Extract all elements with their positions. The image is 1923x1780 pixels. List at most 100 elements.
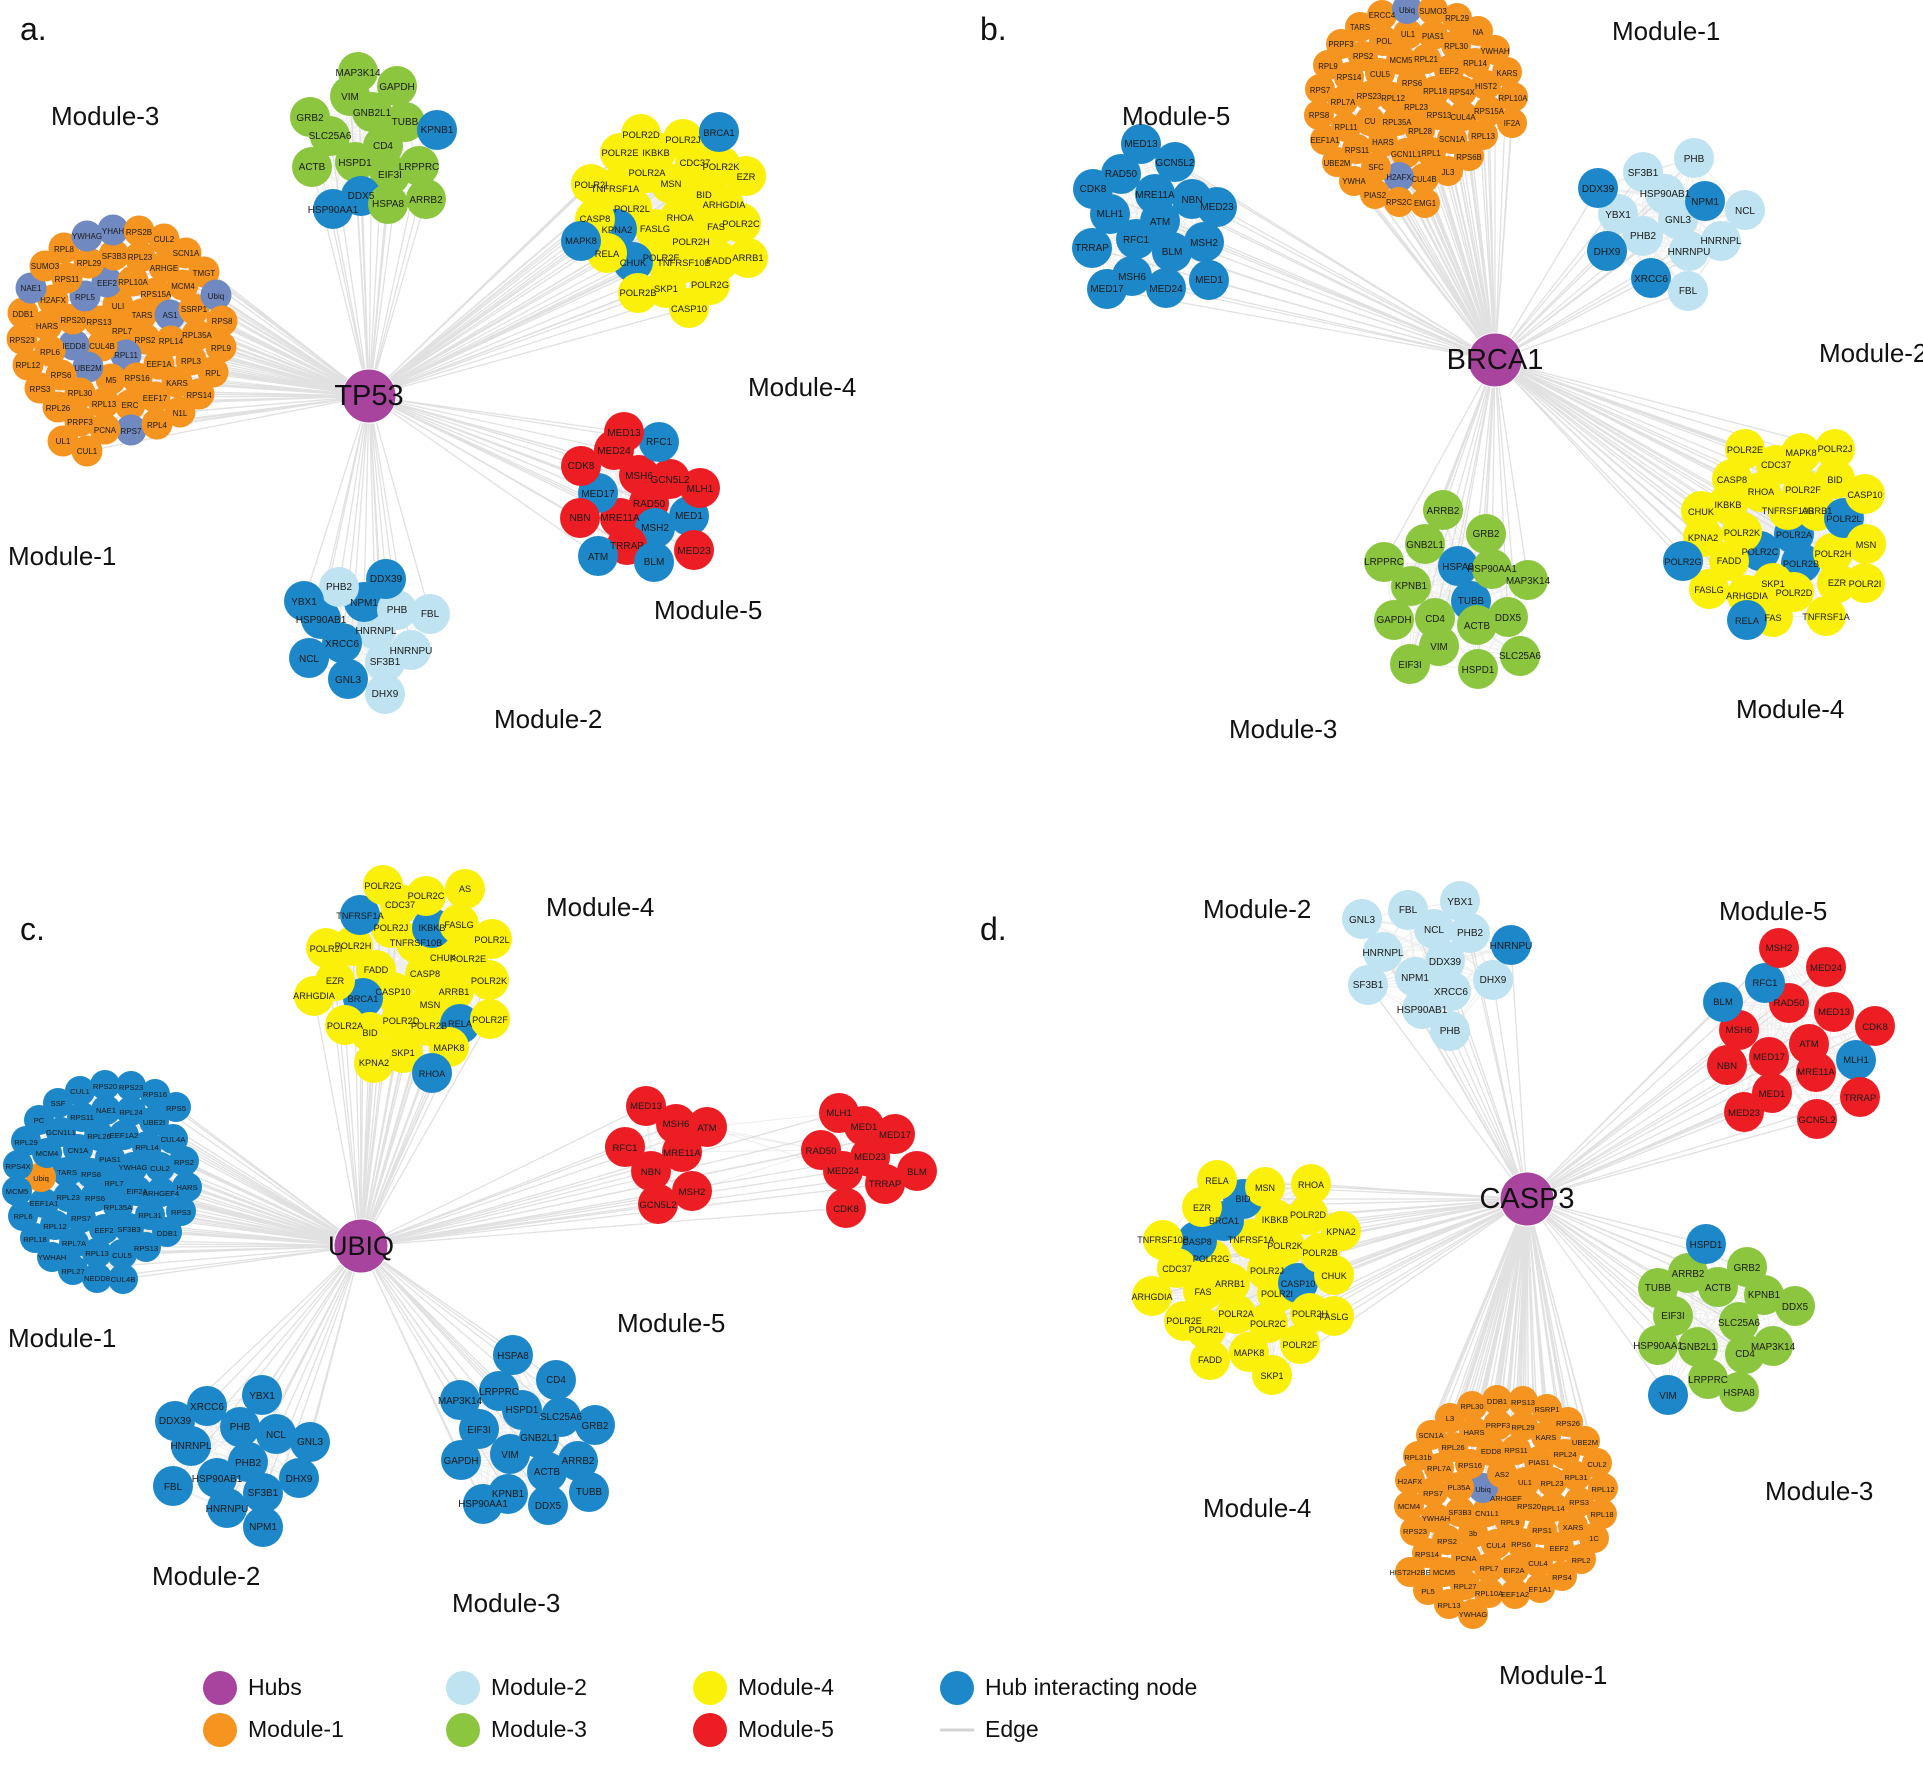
svg-text:GRB2: GRB2: [1734, 1263, 1761, 1274]
svg-text:XRCC6: XRCC6: [190, 1402, 224, 1413]
svg-text:POLR2E: POLR2E: [602, 147, 639, 158]
svg-text:RPS13: RPS13: [134, 1244, 158, 1253]
svg-text:CASP8: CASP8: [580, 213, 611, 224]
svg-text:BLM: BLM: [644, 557, 665, 568]
svg-text:RPL6: RPL6: [40, 348, 61, 357]
svg-text:CASP8: CASP8: [1717, 475, 1747, 485]
svg-text:RPL12: RPL12: [1591, 1485, 1614, 1494]
svg-text:PHB2: PHB2: [1630, 231, 1657, 242]
svg-text:TRRAP: TRRAP: [1075, 243, 1109, 254]
svg-text:MED24: MED24: [1149, 284, 1183, 295]
svg-text:KPNB1: KPNB1: [421, 125, 454, 136]
svg-text:POLR2C: POLR2C: [408, 891, 445, 901]
svg-text:Module-4: Module-4: [738, 1674, 834, 1700]
svg-text:RELA: RELA: [1735, 616, 1760, 626]
svg-text:NPM1: NPM1: [1401, 973, 1429, 984]
svg-text:XRCC6: XRCC6: [325, 639, 359, 650]
svg-text:CD4: CD4: [373, 141, 393, 152]
svg-text:RPL13: RPL13: [1437, 1601, 1460, 1610]
svg-text:NBN: NBN: [641, 1167, 661, 1178]
svg-text:ARHGE: ARHGE: [150, 264, 178, 273]
svg-text:VIM: VIM: [1430, 642, 1447, 653]
svg-text:CDC37: CDC37: [1162, 1264, 1192, 1274]
svg-text:TMGT: TMGT: [193, 269, 216, 278]
svg-text:MLH1: MLH1: [826, 1108, 852, 1119]
svg-text:RFC1: RFC1: [612, 1143, 637, 1154]
svg-text:RPL23: RPL23: [1540, 1479, 1563, 1488]
svg-text:SSRP1: SSRP1: [181, 305, 208, 314]
svg-text:MED24: MED24: [1810, 963, 1843, 974]
svg-text:GCN1L1: GCN1L1: [1391, 150, 1421, 159]
svg-text:RPS4: RPS4: [1552, 1573, 1572, 1582]
svg-text:RPL5: RPL5: [75, 293, 96, 302]
svg-text:RPS14: RPS14: [186, 391, 212, 400]
svg-text:CUL5: CUL5: [112, 1251, 132, 1260]
svg-text:GCN5L2: GCN5L2: [1798, 1115, 1835, 1126]
svg-text:MCM5: MCM5: [1390, 56, 1414, 65]
svg-text:GNL3: GNL3: [297, 1437, 324, 1448]
svg-text:CHUK: CHUK: [1688, 507, 1715, 517]
svg-text:MSN: MSN: [661, 178, 682, 189]
svg-text:PIAS1: PIAS1: [1422, 32, 1444, 41]
svg-text:BID: BID: [1827, 475, 1843, 485]
svg-text:Module-1: Module-1: [8, 1323, 116, 1353]
svg-text:POLR2F: POLR2F: [1282, 1340, 1318, 1350]
svg-text:EEF1A: EEF1A: [146, 360, 172, 369]
svg-text:POLR2C: POLR2C: [1250, 1319, 1287, 1329]
svg-text:b.: b.: [980, 11, 1007, 47]
svg-text:MSH6: MSH6: [1118, 272, 1146, 283]
svg-text:SCN1A: SCN1A: [173, 249, 200, 258]
svg-text:N1L: N1L: [173, 409, 188, 418]
svg-text:TUBB: TUBB: [1645, 1283, 1672, 1294]
svg-text:RPL7: RPL7: [1480, 1564, 1499, 1573]
svg-text:ATM: ATM: [588, 552, 608, 563]
svg-text:RPS16: RPS16: [143, 1090, 167, 1099]
svg-text:CUL2: CUL2: [1587, 1460, 1606, 1469]
svg-text:RPL29: RPL29: [77, 259, 102, 268]
svg-text:Module-2: Module-2: [491, 1674, 587, 1700]
svg-text:DDB1: DDB1: [1487, 1397, 1507, 1406]
svg-text:RPS2B: RPS2B: [126, 228, 152, 237]
svg-text:MSN: MSN: [420, 1000, 440, 1010]
svg-text:RPL28: RPL28: [1408, 127, 1432, 136]
svg-text:CN1L1: CN1L1: [1475, 1509, 1499, 1518]
svg-text:RPS8: RPS8: [212, 317, 233, 326]
svg-text:HNRNPU: HNRNPU: [390, 646, 433, 657]
svg-text:DHX9: DHX9: [1594, 247, 1621, 258]
svg-text:AS: AS: [459, 884, 471, 894]
svg-text:POLR2D: POLR2D: [1290, 1210, 1327, 1220]
svg-text:Module-3: Module-3: [1765, 1476, 1873, 1506]
svg-text:POLR2H: POLR2H: [672, 236, 710, 247]
svg-text:IKBKB: IKBKB: [1714, 500, 1741, 510]
svg-text:HSP90AB1: HSP90AB1: [296, 615, 347, 626]
svg-text:MAPK8: MAPK8: [1785, 448, 1816, 458]
svg-text:FBL: FBL: [164, 1482, 183, 1493]
svg-text:HSPA8: HSPA8: [372, 199, 404, 210]
svg-text:GCN1L1: GCN1L1: [46, 1128, 76, 1137]
svg-text:NEDD8: NEDD8: [84, 1274, 110, 1283]
svg-text:FASLG: FASLG: [1694, 585, 1724, 595]
svg-text:MED17: MED17: [1753, 1052, 1785, 1063]
svg-text:RPL24: RPL24: [119, 1108, 143, 1117]
svg-text:MCM4: MCM4: [36, 1149, 59, 1158]
svg-text:HARS: HARS: [176, 1183, 197, 1192]
svg-text:RPS7: RPS7: [71, 1214, 91, 1223]
svg-text:H2AFX: H2AFX: [1398, 1477, 1422, 1486]
svg-text:RPL11: RPL11: [114, 351, 138, 360]
svg-text:CUL4: CUL4: [1486, 1541, 1505, 1550]
svg-text:SKP1: SKP1: [1260, 1371, 1283, 1381]
svg-text:ARHGEF4: ARHGEF4: [143, 1189, 180, 1198]
svg-text:EEF2: EEF2: [1439, 67, 1459, 76]
svg-text:RPS26: RPS26: [1556, 1419, 1580, 1428]
svg-text:RPL9: RPL9: [1501, 1518, 1520, 1527]
svg-text:UBIQ: UBIQ: [328, 1231, 394, 1261]
svg-text:ARRB1: ARRB1: [439, 987, 470, 997]
svg-text:MRE11A: MRE11A: [1135, 190, 1175, 201]
svg-text:ARHGDIA: ARHGDIA: [1131, 1292, 1172, 1302]
svg-text:DDX39: DDX39: [370, 574, 403, 585]
svg-text:POLR2H: POLR2H: [1815, 549, 1852, 559]
svg-text:RPS11: RPS11: [1504, 1446, 1528, 1455]
svg-text:ARHGDIA: ARHGDIA: [1726, 591, 1769, 601]
svg-text:KPNA2: KPNA2: [1326, 1227, 1356, 1237]
svg-text:RPS23: RPS23: [119, 1083, 143, 1092]
